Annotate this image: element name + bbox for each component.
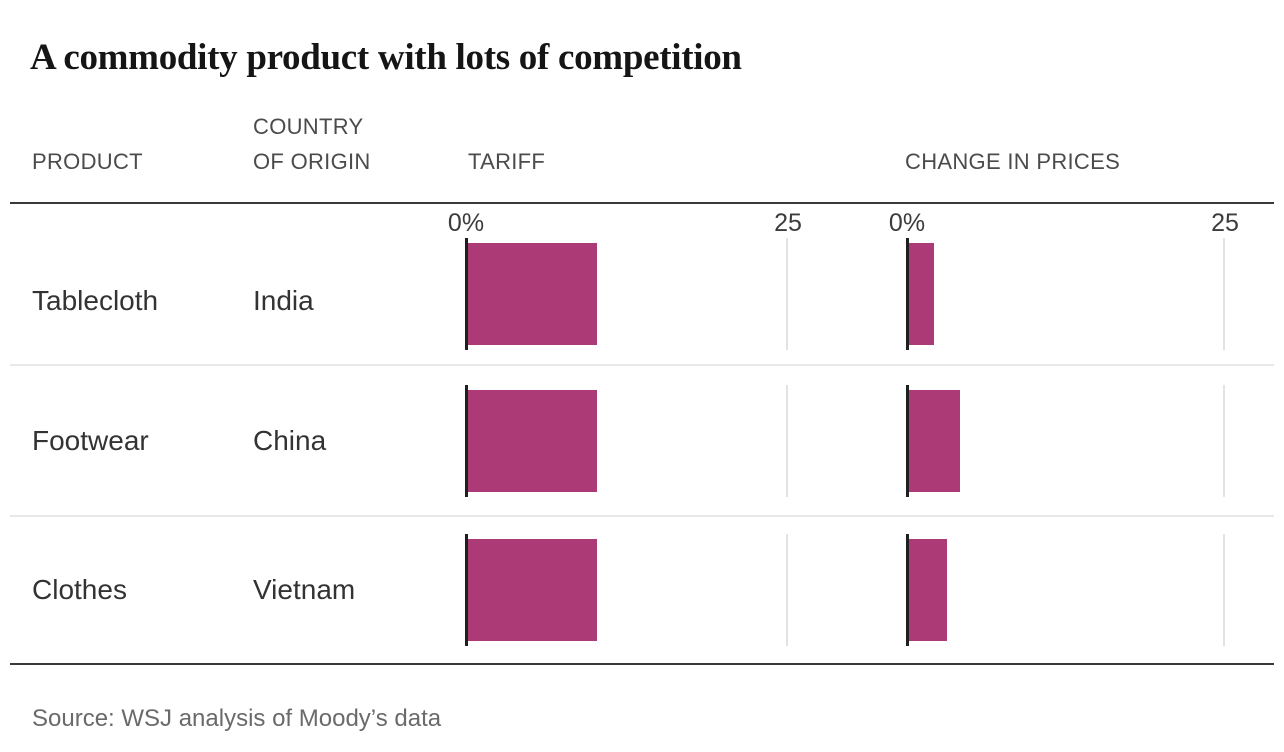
gridline-25 xyxy=(786,534,788,646)
axis-tick-row: 0% 25 0% 25 xyxy=(10,204,1274,238)
gridline-25 xyxy=(1223,238,1225,350)
gridline-25 xyxy=(786,238,788,350)
tariff-bar xyxy=(468,539,597,641)
country-label: Vietnam xyxy=(253,574,356,605)
tariff-bar-plot xyxy=(465,534,788,646)
tariff-bar xyxy=(468,243,597,345)
country-label: India xyxy=(253,285,314,316)
column-header-change-in-prices: CHANGE IN PRICES xyxy=(905,149,1121,175)
chart-title: A commodity product with lots of competi… xyxy=(30,37,742,78)
column-header-row: PRODUCT COUNTRY OF ORIGIN TARIFF CHANGE … xyxy=(10,110,1274,204)
table-row-footwear: Footwear China xyxy=(10,366,1274,517)
country-label: China xyxy=(253,424,327,456)
axis-zero-line xyxy=(465,238,468,350)
change-bar xyxy=(909,243,935,345)
change-bar xyxy=(909,389,960,492)
gridline-25 xyxy=(1223,534,1225,646)
tariff-axis-tick-25: 25 xyxy=(774,209,802,237)
column-header-tariff: TARIFF xyxy=(468,149,546,175)
table-row-tablecloth: Tablecloth India xyxy=(10,238,1274,366)
column-header-product: PRODUCT xyxy=(32,149,143,175)
product-label: Footwear xyxy=(32,424,149,456)
axis-zero-line xyxy=(906,238,909,350)
axis-zero-line xyxy=(906,534,909,646)
column-header-country-of-origin: COUNTRY OF ORIGIN xyxy=(253,113,371,175)
change-axis-tick-0: 0% xyxy=(888,209,926,237)
chart-table: PRODUCT COUNTRY OF ORIGIN TARIFF CHANGE … xyxy=(10,110,1274,733)
axis-zero-line xyxy=(465,534,468,646)
table-row-clothes: Clothes Vietnam xyxy=(10,517,1274,663)
tariff-bar-plot xyxy=(465,238,788,350)
axis-zero-line xyxy=(465,384,468,497)
tariff-bar xyxy=(468,389,597,492)
gridline-25 xyxy=(1223,384,1225,497)
gridline-25 xyxy=(786,384,788,497)
tariff-axis-tick-0: 0% xyxy=(447,209,485,237)
product-label: Tablecloth xyxy=(32,285,159,316)
change-bar-plot xyxy=(906,384,1225,497)
tariff-bar-plot xyxy=(465,384,788,497)
change-bar xyxy=(909,539,948,641)
axis-zero-line xyxy=(906,384,909,497)
change-bar-plot xyxy=(906,534,1225,646)
change-bar-plot xyxy=(906,238,1225,350)
change-axis-tick-25: 25 xyxy=(1211,209,1239,237)
product-label: Clothes xyxy=(32,574,127,605)
bottom-rule xyxy=(10,663,1274,665)
source-note: Source: WSJ analysis of Moody’s data xyxy=(32,705,442,732)
